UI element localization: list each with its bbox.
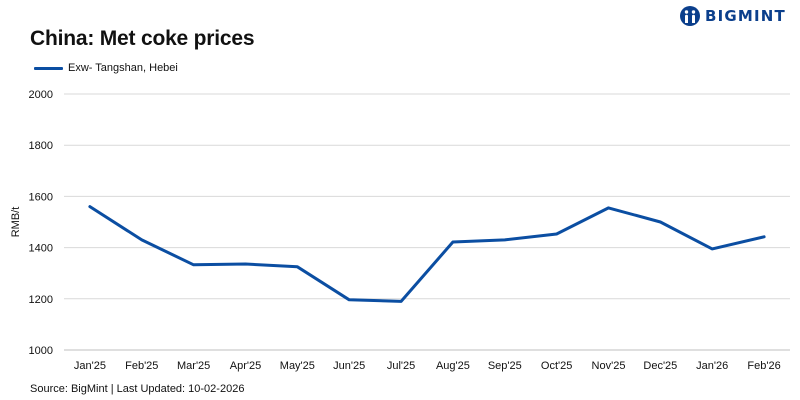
y-tick-label: 1400 xyxy=(29,243,53,255)
x-tick-label: Jun'25 xyxy=(333,360,365,372)
x-tick-label: Jan'26 xyxy=(696,360,728,372)
source-note: Source: BigMint | Last Updated: 10-02-20… xyxy=(30,383,245,395)
y-tick-label: 2000 xyxy=(29,89,53,101)
x-tick-label: Feb'26 xyxy=(747,360,780,372)
chart-legend: Exw- Tangshan, Hebei xyxy=(34,62,178,74)
series-line xyxy=(88,205,766,303)
data-point xyxy=(244,262,247,266)
data-point xyxy=(607,206,610,210)
y-tick-label: 1600 xyxy=(29,191,53,203)
data-point xyxy=(762,235,766,239)
data-point xyxy=(296,265,299,268)
data-point xyxy=(711,247,714,251)
data-point xyxy=(399,300,403,303)
x-tick-label: Apr'25 xyxy=(230,360,261,372)
y-tick-label: 1000 xyxy=(29,345,53,357)
x-tick-label: Oct'25 xyxy=(541,360,572,372)
bigmint-logo-icon xyxy=(679,5,701,27)
brand-logo: BIGMINT xyxy=(679,3,786,29)
y-tick-label: 1800 xyxy=(29,140,53,152)
x-tick-label: Mar'25 xyxy=(177,360,210,372)
y-axis-label: RMB/t xyxy=(10,207,22,238)
x-tick-label: Dec'25 xyxy=(643,360,677,372)
x-tick-label: Sep'25 xyxy=(488,360,522,372)
legend-label: Exw- Tangshan, Hebei xyxy=(68,62,178,74)
x-tick-label: Jul'25 xyxy=(387,360,415,372)
x-tick-label: Nov'25 xyxy=(592,360,626,372)
x-tick-label: May'25 xyxy=(280,360,315,372)
legend-swatch xyxy=(34,66,63,70)
data-point xyxy=(503,238,506,242)
x-tick-label: Aug'25 xyxy=(436,360,470,372)
data-point xyxy=(140,238,143,242)
data-point xyxy=(659,220,662,224)
data-point xyxy=(192,263,195,266)
data-point xyxy=(348,298,351,302)
chart-title: China: Met coke prices xyxy=(30,27,255,50)
x-tick-label: Feb'25 xyxy=(125,360,158,372)
brand-name: BIGMINT xyxy=(704,6,786,25)
x-tick-label: Jan'25 xyxy=(74,360,106,372)
data-point xyxy=(451,240,455,244)
data-point xyxy=(88,205,92,208)
y-tick-label: 1200 xyxy=(29,294,53,306)
data-point xyxy=(555,232,558,236)
